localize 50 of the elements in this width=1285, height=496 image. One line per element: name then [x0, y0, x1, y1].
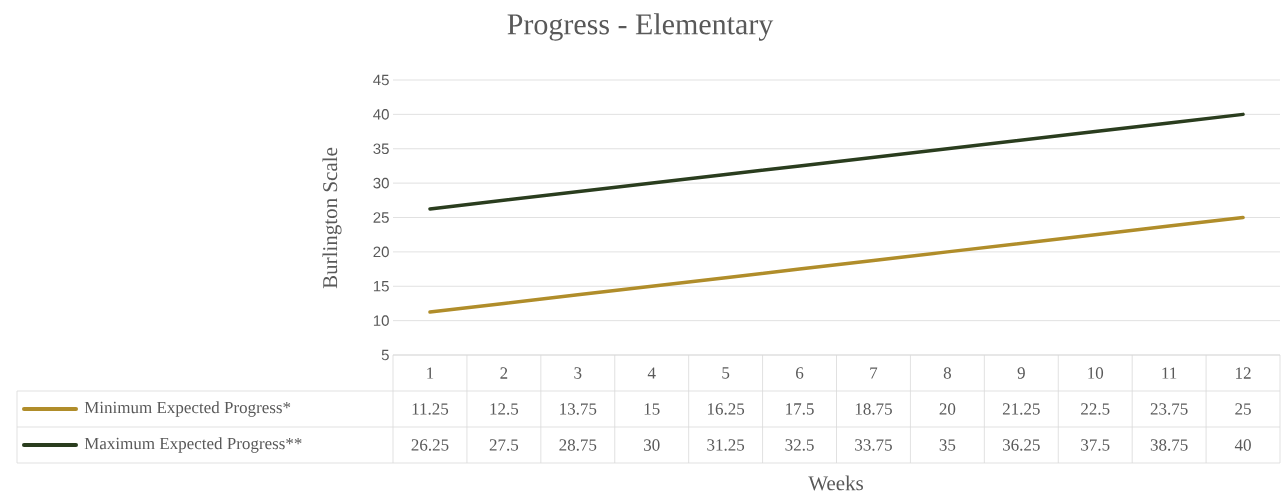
data-label: 17.5	[786, 403, 814, 415]
x-tick-label: 1	[427, 367, 434, 379]
data-label: 31.25	[707, 439, 745, 451]
data-label: 13.75	[560, 403, 597, 415]
x-tick-label: 12	[1236, 367, 1251, 379]
data-label: 27.5	[489, 439, 519, 451]
x-tick-label: 3	[574, 367, 582, 379]
data-label: 33.75	[855, 439, 892, 451]
x-tick-label: 9	[1017, 367, 1025, 379]
y-tick-label: 45	[373, 74, 389, 86]
data-label: 38.75	[1150, 439, 1188, 451]
data-label: 21.25	[1002, 403, 1040, 415]
y-tick-label: 25	[373, 212, 389, 223]
data-label: 32.5	[785, 439, 814, 451]
y-tick-label: 40	[373, 109, 389, 120]
data-label: 26.25	[411, 439, 449, 451]
data-label: 20	[939, 403, 956, 415]
x-tick-label: 8	[943, 367, 951, 379]
x-tick-label: 10	[1088, 367, 1104, 379]
x-tick-label: 5	[722, 367, 730, 379]
legend-label: Maximum Expected Progress**	[84, 437, 302, 453]
x-tick-label: 4	[647, 367, 656, 379]
data-label: 40	[1234, 439, 1251, 451]
x-tick-label: 2	[500, 367, 508, 379]
chart-title: Progress - Elementary	[507, 13, 774, 41]
data-label: 11.25	[412, 403, 449, 415]
data-label: 22.5	[1081, 403, 1110, 415]
data-label: 28.75	[559, 439, 597, 451]
y-tick-label: 5	[381, 349, 389, 361]
y-tick-label: 15	[373, 281, 389, 292]
x-tick-label: 6	[796, 367, 804, 379]
data-label: 30	[644, 439, 660, 451]
data-label: 36.25	[1002, 439, 1040, 451]
data-label: 16.25	[708, 403, 745, 415]
y-axis-title: Burlington Scale	[322, 147, 342, 289]
x-tick-label: 7	[870, 367, 878, 379]
data-label: 23.75	[1150, 403, 1188, 415]
data-label: 15	[644, 403, 660, 415]
data-label: 37.5	[1081, 439, 1110, 451]
x-axis-title: Weeks	[808, 475, 863, 491]
y-tick-label: 20	[373, 246, 389, 258]
data-label: 18.75	[855, 403, 892, 415]
x-tick-label: 11	[1162, 367, 1177, 379]
y-tick-label: 10	[373, 315, 389, 326]
y-tick-label: 30	[373, 177, 389, 189]
data-label: 35	[939, 439, 956, 451]
data-label: 25	[1235, 403, 1251, 415]
legend-label: Minimum Expected Progress*	[84, 401, 291, 417]
y-tick-label: 35	[373, 143, 389, 155]
data-label: 12.5	[490, 403, 519, 415]
